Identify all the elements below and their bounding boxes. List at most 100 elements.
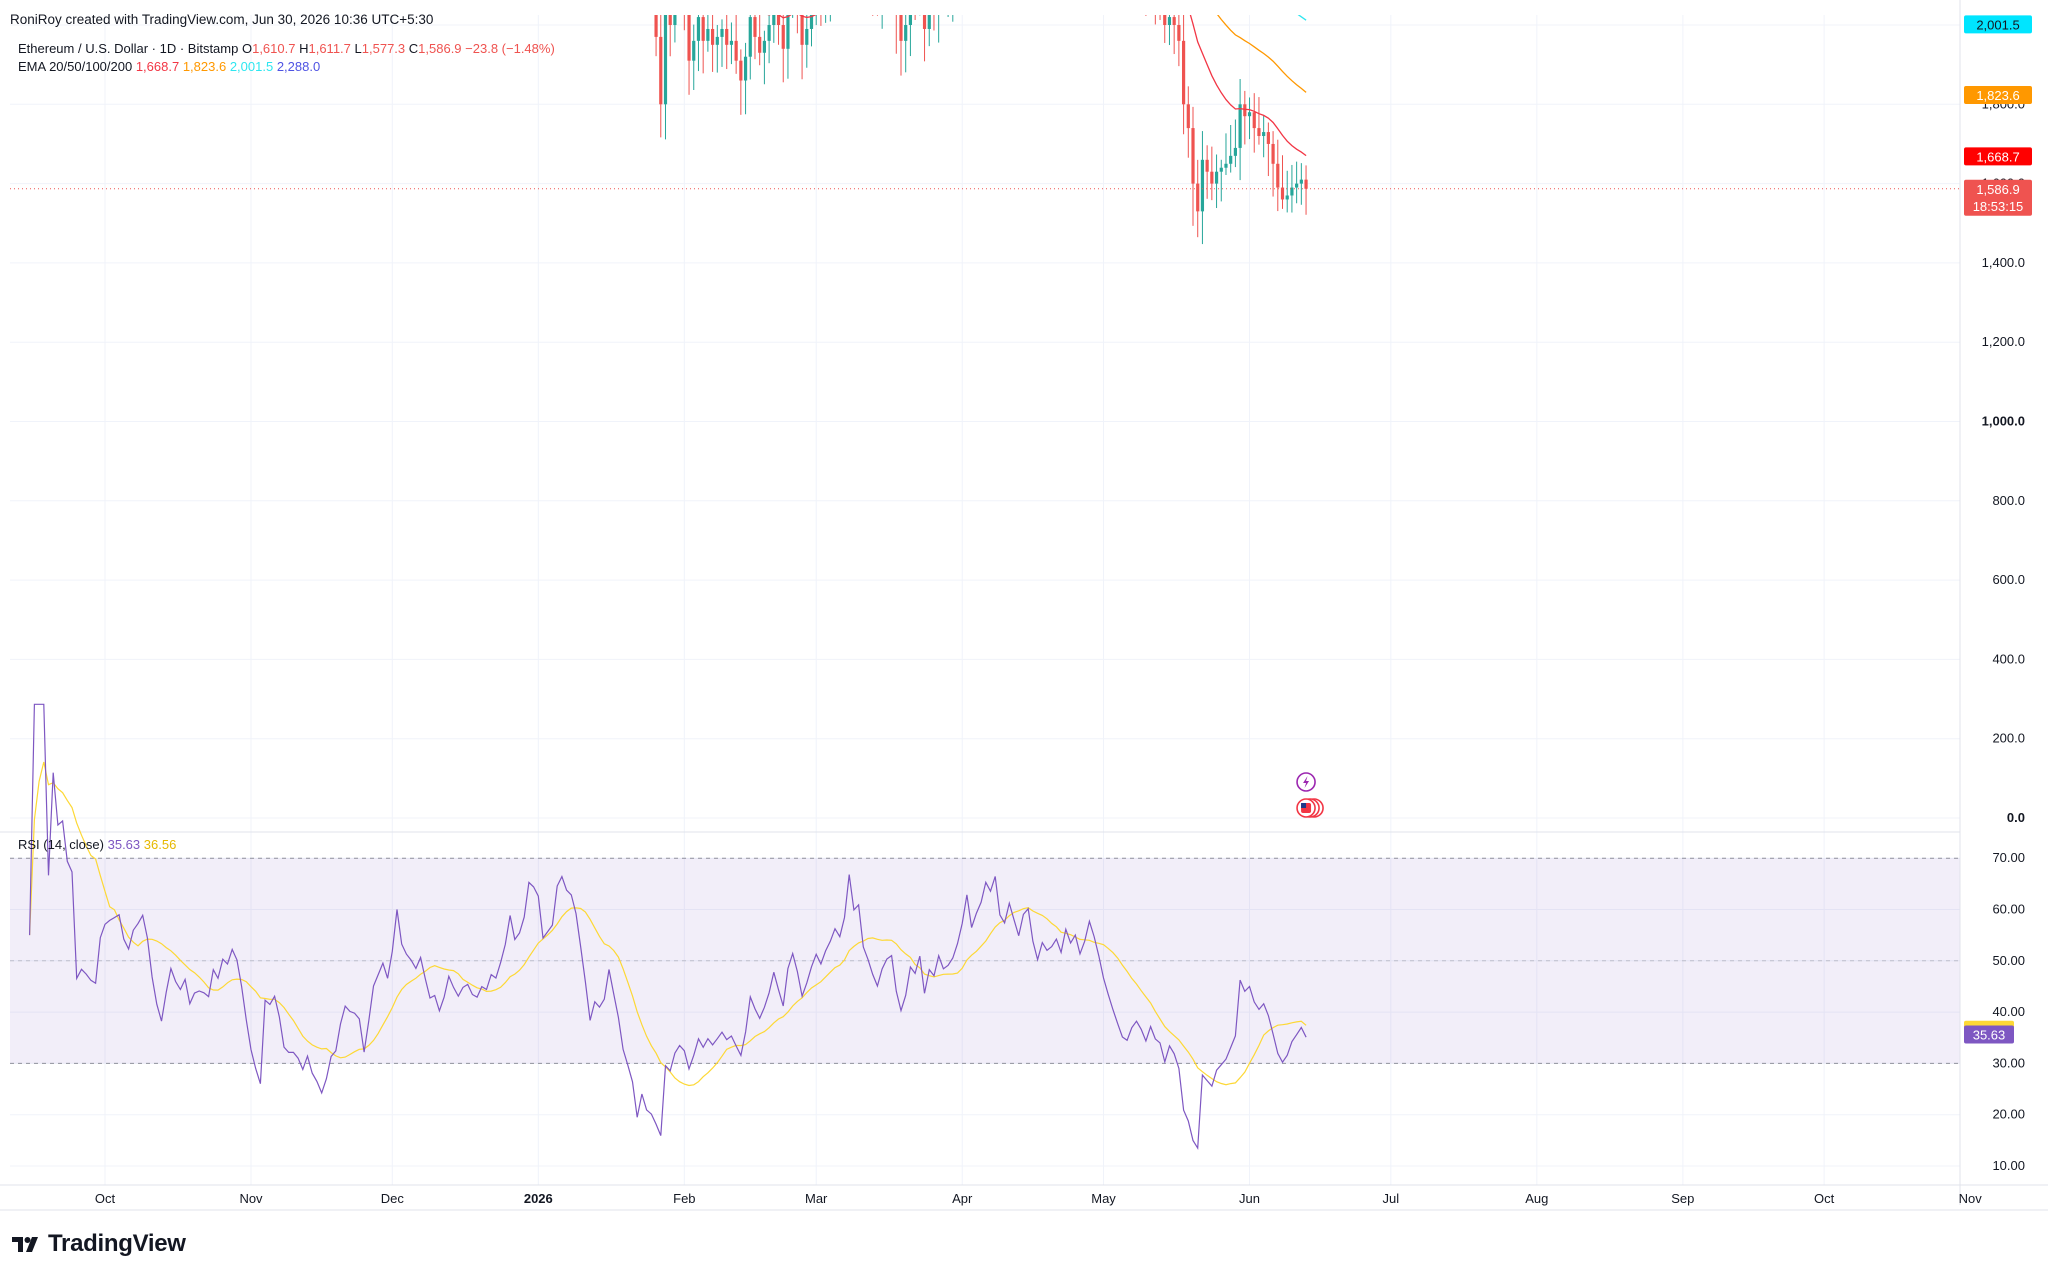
candle-body bbox=[743, 56, 748, 81]
time-tick-label: May bbox=[1091, 1191, 1116, 1206]
candle-body bbox=[805, 28, 809, 45]
candle-body bbox=[1243, 104, 1247, 117]
candle-body bbox=[1177, 25, 1181, 41]
candle bbox=[725, 15, 729, 70]
candle bbox=[776, 15, 781, 45]
us-flag-event-icon bbox=[1296, 798, 1324, 818]
candle-body bbox=[786, 15, 790, 49]
candle bbox=[1266, 122, 1270, 177]
candle-body bbox=[710, 28, 715, 45]
time-tick-label: Nov bbox=[239, 1191, 263, 1206]
ohlc-change: −23.8 (−1.48%) bbox=[465, 41, 555, 56]
symbol-name: Ethereum / U.S. Dollar · 1D · Bitstamp bbox=[18, 41, 239, 56]
time-tick-label: Jun bbox=[1239, 1191, 1260, 1206]
candle bbox=[1186, 86, 1190, 158]
candle bbox=[1243, 90, 1247, 145]
candle bbox=[743, 42, 748, 115]
candle-body bbox=[1252, 112, 1256, 129]
candlesticks bbox=[654, 15, 1308, 245]
price-tick-label: 600.0 bbox=[1992, 572, 2025, 587]
rsi-tick-label: 20.00 bbox=[1992, 1107, 2025, 1122]
candle-body bbox=[1210, 171, 1214, 184]
candle bbox=[729, 22, 734, 65]
ohlc-l-label: L bbox=[354, 41, 362, 56]
ema100-badge-bg bbox=[1964, 15, 2032, 34]
candle bbox=[683, 15, 685, 31]
candle-body bbox=[696, 17, 701, 41]
candle-body bbox=[1304, 179, 1308, 189]
price-tick-label: 0.0 bbox=[2007, 810, 2025, 825]
rsi-ma-value: 36.56 bbox=[143, 837, 177, 852]
time-tick-label: Oct bbox=[1814, 1191, 1835, 1206]
ohlc-o-value: 1,610.7 bbox=[252, 41, 296, 56]
candle bbox=[710, 15, 715, 72]
candle bbox=[809, 15, 814, 47]
candle-body bbox=[1295, 183, 1299, 188]
candle bbox=[1154, 15, 1156, 25]
candle-body bbox=[762, 40, 766, 53]
rsi-tick-label: 70.00 bbox=[1992, 850, 2025, 865]
candle bbox=[762, 30, 766, 85]
candle bbox=[800, 15, 804, 80]
candle bbox=[1205, 145, 1209, 199]
price-tick-label: 400.0 bbox=[1992, 651, 2025, 666]
candle-body bbox=[1167, 17, 1172, 25]
rsi-tick-label: 30.00 bbox=[1992, 1055, 2025, 1070]
credit-line: RoniRoy created with TradingView.com, Ju… bbox=[10, 12, 434, 27]
candle bbox=[815, 15, 817, 26]
candle-body bbox=[767, 25, 771, 41]
candle bbox=[781, 15, 785, 83]
ema50-badge: 1,823.6 bbox=[1976, 88, 2019, 103]
symbol-legend: Ethereum / U.S. Dollar · 1D · Bitstamp O… bbox=[18, 41, 555, 56]
candle bbox=[772, 15, 776, 43]
candle-body bbox=[904, 25, 908, 41]
ema-legend: EMA 20/50/100/200 1,668.7 1,823.6 2,001.… bbox=[18, 59, 320, 74]
ema100-value: 2,001.5 bbox=[229, 59, 274, 74]
candle bbox=[1214, 154, 1219, 209]
candle-body bbox=[1200, 159, 1205, 212]
ema-label: EMA 20/50/100/200 bbox=[18, 59, 133, 74]
candle-body bbox=[1290, 187, 1294, 196]
candle bbox=[739, 49, 743, 115]
candle bbox=[1163, 15, 1167, 43]
candle bbox=[1295, 161, 1299, 204]
candle-body bbox=[772, 15, 776, 26]
candle-body bbox=[1214, 171, 1219, 184]
candle bbox=[720, 19, 724, 67]
rsi-badge: 35.63 bbox=[1973, 1028, 2006, 1043]
candle bbox=[1229, 124, 1233, 173]
tradingview-logo[interactable]: TradingView bbox=[12, 1230, 186, 1258]
time-tick-label: Oct bbox=[95, 1191, 116, 1206]
ema20-badge-bg bbox=[1964, 147, 2032, 166]
candle bbox=[820, 15, 822, 26]
candle bbox=[1219, 159, 1223, 202]
flash-event-icon bbox=[1296, 772, 1316, 792]
candle-body bbox=[758, 36, 762, 53]
candle bbox=[1233, 119, 1237, 168]
ema50-badge-bg bbox=[1964, 85, 2032, 104]
candle-body bbox=[1186, 104, 1190, 129]
candle-body bbox=[1205, 159, 1209, 172]
time-tick-label: Feb bbox=[673, 1191, 695, 1206]
rsi-value: 35.63 bbox=[107, 837, 141, 852]
ema20-badge: 1,668.7 bbox=[1976, 149, 2019, 164]
candle-body bbox=[748, 17, 752, 57]
time-tick-label: Jul bbox=[1383, 1191, 1400, 1206]
rsi-line bbox=[29, 703, 1307, 1151]
candle-body bbox=[654, 15, 658, 37]
candle-body bbox=[659, 36, 663, 105]
candle bbox=[1210, 146, 1214, 201]
ema200-value: 2,288.0 bbox=[276, 59, 321, 74]
price-tick-label: 800.0 bbox=[1992, 493, 2025, 508]
rsi-tick-label: 50.00 bbox=[1992, 953, 2025, 968]
candle bbox=[881, 15, 883, 29]
price-tick-label: 200.0 bbox=[1992, 731, 2025, 746]
candle bbox=[1191, 106, 1195, 226]
candle bbox=[701, 15, 705, 74]
candle-body bbox=[725, 28, 729, 45]
candle-body bbox=[927, 15, 931, 29]
candle-body bbox=[1276, 163, 1280, 188]
candle-body bbox=[1233, 147, 1237, 156]
rsi-badge-bg bbox=[1964, 1025, 2014, 1044]
